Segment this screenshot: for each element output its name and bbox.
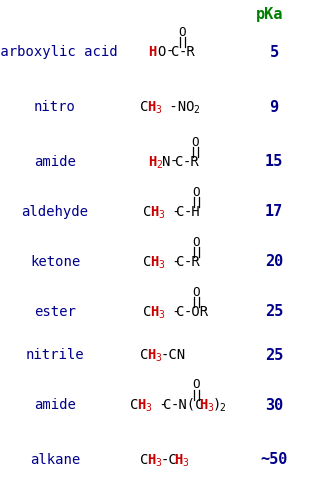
Text: H: H — [147, 453, 155, 467]
Text: -: - — [151, 398, 168, 412]
Text: 3: 3 — [145, 403, 151, 413]
Text: H: H — [148, 155, 156, 169]
Text: 3: 3 — [158, 210, 164, 220]
Text: ): ) — [213, 398, 221, 412]
Text: C: C — [140, 100, 148, 114]
Text: -H: -H — [184, 205, 201, 219]
Text: N: N — [162, 155, 170, 169]
Text: H: H — [150, 205, 159, 219]
Text: 2: 2 — [156, 160, 162, 170]
Text: O: O — [192, 286, 200, 299]
Text: 25: 25 — [265, 348, 283, 363]
Text: -: - — [164, 205, 181, 219]
Text: -: - — [166, 45, 174, 59]
Text: ketone: ketone — [30, 255, 80, 269]
Text: O: O — [157, 45, 165, 59]
Text: 3: 3 — [158, 310, 164, 320]
Text: O: O — [192, 378, 200, 391]
Text: O: O — [192, 185, 200, 198]
Text: H: H — [150, 255, 159, 269]
Text: 15: 15 — [265, 154, 283, 169]
Text: C: C — [176, 305, 184, 319]
Text: nitro: nitro — [34, 100, 76, 114]
Text: 3: 3 — [182, 458, 188, 468]
Text: C: C — [143, 255, 151, 269]
Text: C: C — [140, 453, 148, 467]
Text: -N(C: -N(C — [171, 398, 205, 412]
Text: H: H — [137, 398, 145, 412]
Text: 20: 20 — [265, 255, 283, 270]
Text: ester: ester — [34, 305, 76, 319]
Text: aldehyde: aldehyde — [22, 205, 88, 219]
Text: 2: 2 — [193, 105, 199, 115]
Text: C: C — [175, 155, 183, 169]
Text: H: H — [199, 398, 207, 412]
Text: C: C — [163, 398, 171, 412]
Text: 2: 2 — [219, 403, 225, 413]
Text: H: H — [147, 348, 155, 362]
Text: -: - — [164, 305, 181, 319]
Text: 3: 3 — [158, 260, 164, 270]
Text: C: C — [143, 205, 151, 219]
Text: amide: amide — [34, 398, 76, 412]
Text: -R: -R — [183, 155, 200, 169]
Text: -OR: -OR — [184, 305, 209, 319]
Text: -CN: -CN — [161, 348, 186, 362]
Text: C: C — [143, 305, 151, 319]
Text: H: H — [147, 100, 155, 114]
Text: 3: 3 — [155, 105, 161, 115]
Text: H: H — [150, 305, 159, 319]
Text: -: - — [170, 155, 178, 169]
Text: 17: 17 — [265, 204, 283, 219]
Text: alkane: alkane — [30, 453, 80, 467]
Text: C: C — [130, 398, 138, 412]
Text: 9: 9 — [269, 100, 278, 115]
Text: 3: 3 — [155, 458, 161, 468]
Text: -R: -R — [184, 255, 201, 269]
Text: carboxylic acid: carboxylic acid — [0, 45, 118, 59]
Text: O: O — [192, 235, 200, 248]
Text: O: O — [191, 135, 199, 148]
Text: C: C — [176, 255, 184, 269]
Text: C: C — [171, 45, 180, 59]
Text: ~50: ~50 — [260, 452, 288, 467]
Text: 5: 5 — [269, 45, 278, 60]
Text: -R: -R — [179, 45, 196, 59]
Text: O: O — [178, 26, 186, 39]
Text: H: H — [174, 453, 182, 467]
Text: -: - — [164, 255, 181, 269]
Text: nitrile: nitrile — [26, 348, 84, 362]
Text: pKa: pKa — [256, 7, 284, 22]
Text: 30: 30 — [265, 397, 283, 412]
Text: 3: 3 — [207, 403, 213, 413]
Text: C: C — [140, 348, 148, 362]
Text: C: C — [176, 205, 184, 219]
Text: -NO: -NO — [161, 100, 194, 114]
Text: 25: 25 — [265, 305, 283, 320]
Text: -C: -C — [161, 453, 178, 467]
Text: amide: amide — [34, 155, 76, 169]
Text: 3: 3 — [155, 353, 161, 363]
Text: H: H — [148, 45, 156, 59]
